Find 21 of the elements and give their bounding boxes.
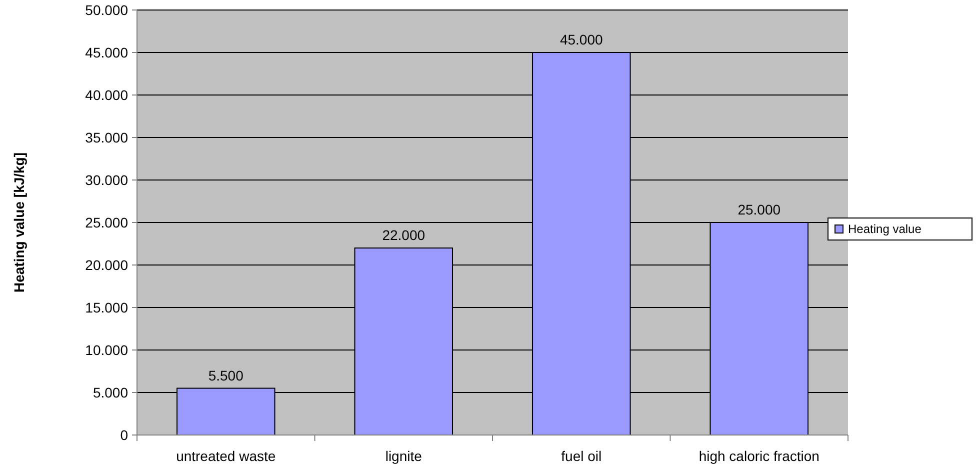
- y-tick-label: 15.000: [85, 299, 128, 316]
- x-tick-label: fuel oil: [561, 448, 602, 464]
- y-axis-title: Heating value [kJ/kg]: [11, 152, 27, 293]
- data-label: 45.000: [560, 32, 603, 48]
- y-tick-label: 5.000: [92, 384, 128, 400]
- y-tick-label: 20.000: [85, 256, 128, 273]
- y-tick-label: 45.000: [85, 44, 128, 60]
- y-tick-label: 30.000: [85, 172, 128, 188]
- y-tick-label: 10.000: [85, 342, 128, 358]
- y-tick-label: 35.000: [85, 129, 128, 146]
- y-tick-label: 25.000: [85, 214, 128, 230]
- data-label: 5.500: [208, 367, 244, 384]
- data-label: 25.000: [738, 202, 781, 218]
- y-tick-label: 40.000: [85, 86, 128, 103]
- y-tick-label: 0: [120, 426, 128, 443]
- y-tick-label: 50.000: [85, 2, 128, 18]
- data-label: 22.000: [382, 227, 426, 243]
- x-tick-label: untreated waste: [176, 448, 276, 464]
- x-tick-label: high caloric fraction: [698, 448, 820, 464]
- legend-label: Heating value: [848, 222, 922, 236]
- x-tick-label: lignite: [385, 448, 422, 464]
